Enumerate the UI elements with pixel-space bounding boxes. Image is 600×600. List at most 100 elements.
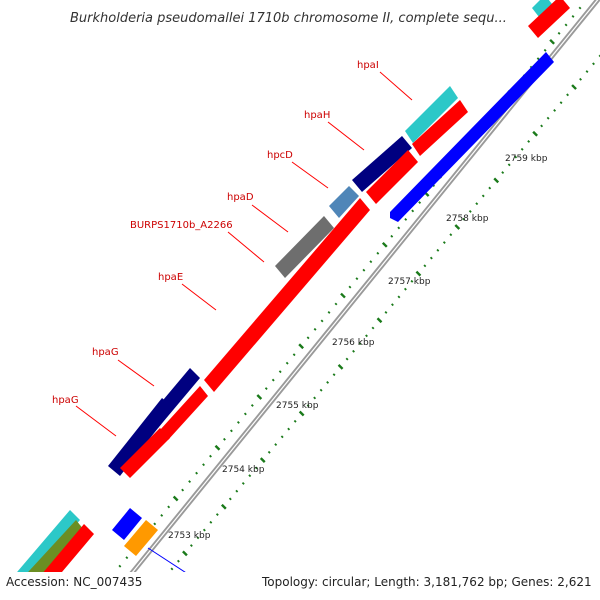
- tick-mark: [280, 435, 284, 439]
- tick-mark: [429, 256, 433, 260]
- tick-mark: [334, 302, 338, 306]
- tick-mark: [592, 62, 595, 66]
- gene-burps1710b-a2266[interactable]: [275, 216, 334, 278]
- tick-mark: [326, 380, 330, 384]
- gene-label[interactable]: hpaI: [357, 60, 379, 71]
- tick-mark: [220, 503, 227, 510]
- tick-mark: [475, 202, 479, 206]
- gene-orange[interactable]: [124, 520, 158, 556]
- gene-label[interactable]: hpaG: [92, 347, 119, 358]
- gene-fragment-top-cyan: [532, 0, 552, 17]
- gene-fragment-bottom-cyan: [17, 510, 80, 572]
- gene-hpaH[interactable]: [352, 136, 412, 192]
- tick-mark: [549, 38, 555, 45]
- gene-label[interactable]: hpaD: [227, 192, 254, 203]
- gene-label-leader: [251, 204, 289, 233]
- tick-mark: [170, 567, 174, 571]
- tick-mark: [501, 171, 505, 175]
- gene-label[interactable]: hpaH: [304, 110, 330, 121]
- gene-hpaI[interactable]: [405, 86, 458, 143]
- tick-mark: [449, 233, 453, 237]
- tick-mark: [543, 48, 547, 52]
- tick-mark: [209, 454, 212, 458]
- gene-red-top: [528, 0, 570, 38]
- gene-label-leader: [379, 71, 413, 101]
- tick-mark: [320, 319, 324, 323]
- tick-mark: [411, 209, 415, 213]
- gene-red-1[interactable]: [120, 428, 170, 478]
- tick-mark: [214, 444, 221, 451]
- tick-mark: [397, 295, 401, 299]
- gene-hpcD[interactable]: [329, 186, 359, 218]
- gene-red-3[interactable]: [204, 198, 370, 392]
- tick-mark: [167, 505, 171, 509]
- topology-text: Topology: circular; Length: 3,181,762 bp…: [261, 575, 592, 589]
- tick-mark: [481, 194, 485, 198]
- tick-mark: [454, 224, 461, 230]
- tick-mark: [152, 591, 154, 593]
- tick-mark: [189, 544, 193, 548]
- tick-mark: [462, 217, 466, 221]
- tick-mark: [243, 412, 247, 416]
- tick-mark: [337, 364, 344, 370]
- gene-label-leader: [117, 359, 155, 387]
- gene-blue-long[interactable]: [390, 52, 554, 222]
- tick-mark: [493, 177, 500, 184]
- tick-mark: [298, 343, 304, 350]
- gene-red-2[interactable]: [160, 386, 208, 440]
- tick-mark: [202, 528, 206, 532]
- tick-mark: [196, 536, 200, 540]
- tick-mark: [306, 404, 310, 408]
- tick-mark: [306, 336, 310, 340]
- tick-mark: [287, 427, 291, 431]
- tick-mark: [571, 84, 577, 90]
- tick-mark: [264, 387, 268, 391]
- tick-mark: [292, 353, 296, 357]
- kbp-label: 2755 kbp: [276, 401, 319, 411]
- gene-label[interactable]: hpaG: [52, 395, 79, 406]
- tick-mark: [514, 155, 518, 159]
- tick-mark: [566, 93, 570, 97]
- tick-mark: [403, 287, 407, 291]
- tick-mark: [564, 23, 568, 27]
- tick-mark: [571, 15, 575, 18]
- map-title: Burkholderia pseudomallei 1710b chromoso…: [70, 11, 507, 26]
- tick-mark: [319, 388, 323, 392]
- tick-mark: [369, 260, 373, 264]
- tick-mark: [520, 147, 524, 151]
- tick-mark: [376, 251, 380, 255]
- tick-mark: [158, 584, 160, 586]
- gene-red-4[interactable]: [366, 150, 418, 204]
- tick-mark: [256, 394, 263, 400]
- tick-mark: [293, 419, 297, 423]
- tick-mark: [202, 463, 205, 467]
- tick-mark: [423, 264, 427, 268]
- gene-label[interactable]: hpaE: [158, 272, 183, 283]
- tick-mark: [397, 226, 401, 230]
- gene-label[interactable]: hpaR: [196, 574, 222, 585]
- tick-mark: [404, 217, 408, 221]
- gene-red-5[interactable]: [412, 100, 468, 156]
- tick-mark: [390, 234, 394, 238]
- tick-mark: [298, 410, 305, 417]
- tick-mark: [172, 495, 179, 502]
- tick-mark: [436, 248, 440, 252]
- tick-mark: [125, 556, 129, 560]
- tick-mark: [546, 116, 550, 120]
- gene-hpaR-blue[interactable]: [112, 508, 142, 540]
- tick-mark: [376, 317, 383, 324]
- tick-mark: [313, 396, 317, 400]
- gene-label[interactable]: hpcD: [267, 150, 293, 161]
- gene-label[interactable]: BURPS1710b_A2266: [130, 220, 233, 231]
- tick-mark: [181, 488, 185, 492]
- tick-mark: [557, 31, 561, 35]
- gene-label-leader: [75, 405, 117, 437]
- gene-hpaG-upper[interactable]: [148, 368, 200, 428]
- kbp-label: 2758 kbp: [446, 214, 489, 224]
- tick-mark: [313, 327, 317, 331]
- tick-mark: [362, 268, 366, 272]
- tick-mark: [559, 101, 563, 105]
- tick-mark: [165, 576, 167, 578]
- kbp-label: 2757 kbp: [388, 277, 431, 287]
